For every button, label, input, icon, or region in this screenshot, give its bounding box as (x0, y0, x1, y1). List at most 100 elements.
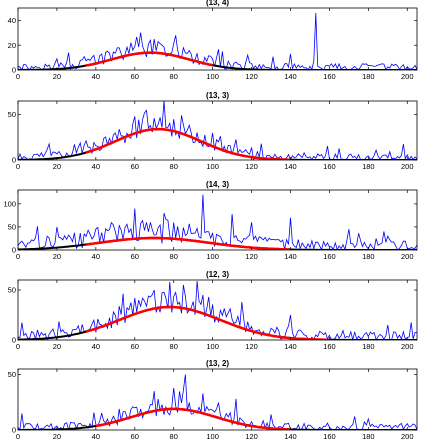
x-tick-label: 80 (170, 432, 178, 441)
x-tick-label: 40 (92, 432, 100, 441)
y-tick-label: 40 (8, 16, 16, 25)
x-tick-label: 0 (16, 72, 20, 81)
x-tick-label: 200 (401, 342, 414, 351)
x-tick-label: 200 (401, 162, 414, 171)
x-tick-label: 200 (401, 252, 414, 261)
x-tick-label: 200 (401, 432, 414, 441)
chart-panel-1: (13, 3) 0 20 40 60 80 100 120 140 160 180 200 0 50 (8, 91, 418, 171)
x-tick-label: 60 (131, 432, 139, 441)
y-tick-label: 100 (3, 199, 16, 208)
x-tick-label: 80 (170, 72, 178, 81)
panel-title: (14, 3) (206, 180, 229, 189)
series-fit-curve-top (95, 407, 291, 430)
x-tick-label: 0 (16, 342, 20, 351)
axes-frame (17, 279, 418, 341)
x-tick-label: 160 (323, 342, 336, 351)
y-tick-label: 0 (12, 426, 16, 435)
x-tick-label: 40 (92, 252, 100, 261)
series-observed-line (18, 374, 417, 430)
panel-title: (12, 3) (206, 270, 229, 279)
plot-area (18, 280, 417, 340)
axes-frame (17, 189, 418, 251)
x-tick-label: 0 (16, 252, 20, 261)
y-tick-label: 20 (8, 41, 16, 50)
x-tick-label: 100 (206, 342, 219, 351)
x-tick-label: 40 (92, 72, 100, 81)
x-tick-label: 160 (323, 432, 336, 441)
x-tick-label: 140 (284, 72, 297, 81)
series-observed-line (18, 194, 417, 250)
x-tick-label: 180 (362, 162, 375, 171)
series-fit-curve-top (85, 305, 330, 340)
series-baseline-curve (18, 51, 417, 70)
x-tick-label: 60 (131, 72, 139, 81)
y-tick-label: 0 (12, 246, 16, 255)
x-tick-label: 120 (245, 72, 258, 81)
y-tick-label: 50 (8, 370, 16, 379)
y-tick-label: 50 (8, 110, 16, 119)
series-baseline-curve (18, 407, 417, 430)
x-tick-label: 160 (323, 162, 336, 171)
y-tick-label: 0 (12, 336, 16, 345)
y-tick-label: 50 (8, 223, 16, 232)
chart-panel-3: (12, 3) 0 20 40 60 80 100 120 140 160 180 200 0 50 (8, 270, 418, 351)
x-tick-label: 60 (131, 342, 139, 351)
x-tick-label: 100 (206, 252, 219, 261)
x-tick-label: 100 (206, 162, 219, 171)
x-tick-label: 20 (53, 342, 61, 351)
x-tick-label: 140 (284, 162, 297, 171)
series-baseline-curve (18, 128, 417, 160)
x-tick-label: 160 (323, 252, 336, 261)
series-fit-curve-top (85, 236, 291, 250)
panel-title: (13, 2) (206, 359, 229, 368)
x-tick-label: 60 (131, 252, 139, 261)
x-tick-label: 120 (245, 342, 258, 351)
x-tick-label: 80 (170, 252, 178, 261)
series-observed-line (18, 12, 417, 70)
plot-area (18, 12, 417, 70)
chart-panel-0: (13, 4) 0 20 40 60 80 100 120 140 160 180 200 0 20 40 (8, 0, 418, 81)
chart-panel-4: (13, 2) 0 20 40 60 80 100 120 140 160 180 200 0 50 (8, 359, 418, 441)
x-tick-label: 0 (16, 162, 20, 171)
x-tick-label: 40 (92, 342, 100, 351)
x-tick-label: 100 (206, 432, 219, 441)
x-tick-label: 120 (245, 252, 258, 261)
plot-area (18, 194, 417, 250)
y-tick-label: 50 (8, 286, 16, 295)
x-tick-label: 140 (284, 432, 297, 441)
axes-frame (17, 100, 418, 161)
x-tick-label: 140 (284, 342, 297, 351)
chart-panel-2: (14, 3) 0 20 40 60 80 100 120 140 160 180 200 0 50 100 (3, 180, 418, 261)
x-tick-label: 0 (16, 432, 20, 441)
y-tick-label: 0 (12, 156, 16, 165)
series-fit-curve-top (85, 127, 291, 160)
y-tick-label: 0 (12, 66, 16, 75)
series-fit-curve-top (85, 51, 213, 67)
series-baseline-curve (18, 306, 417, 340)
x-tick-label: 120 (245, 162, 258, 171)
x-tick-label: 200 (401, 72, 414, 81)
axes-frame (17, 368, 418, 431)
x-tick-label: 80 (170, 162, 178, 171)
series-observed-line (18, 280, 417, 340)
x-tick-label: 20 (53, 72, 61, 81)
plot-area (18, 101, 417, 160)
series-observed-line (18, 101, 417, 160)
x-tick-label: 140 (284, 252, 297, 261)
x-tick-label: 80 (170, 342, 178, 351)
x-tick-label: 20 (53, 252, 61, 261)
x-tick-label: 20 (53, 162, 61, 171)
panel-title: (13, 4) (206, 0, 229, 7)
x-tick-label: 180 (362, 252, 375, 261)
x-tick-label: 20 (53, 432, 61, 441)
x-tick-label: 180 (362, 342, 375, 351)
x-tick-label: 160 (323, 72, 336, 81)
axes-frame (17, 7, 418, 71)
x-tick-label: 180 (362, 432, 375, 441)
x-tick-label: 100 (206, 72, 219, 81)
panel-title: (13, 3) (206, 91, 229, 100)
x-tick-label: 120 (245, 432, 258, 441)
x-tick-label: 180 (362, 72, 375, 81)
x-tick-label: 40 (92, 162, 100, 171)
